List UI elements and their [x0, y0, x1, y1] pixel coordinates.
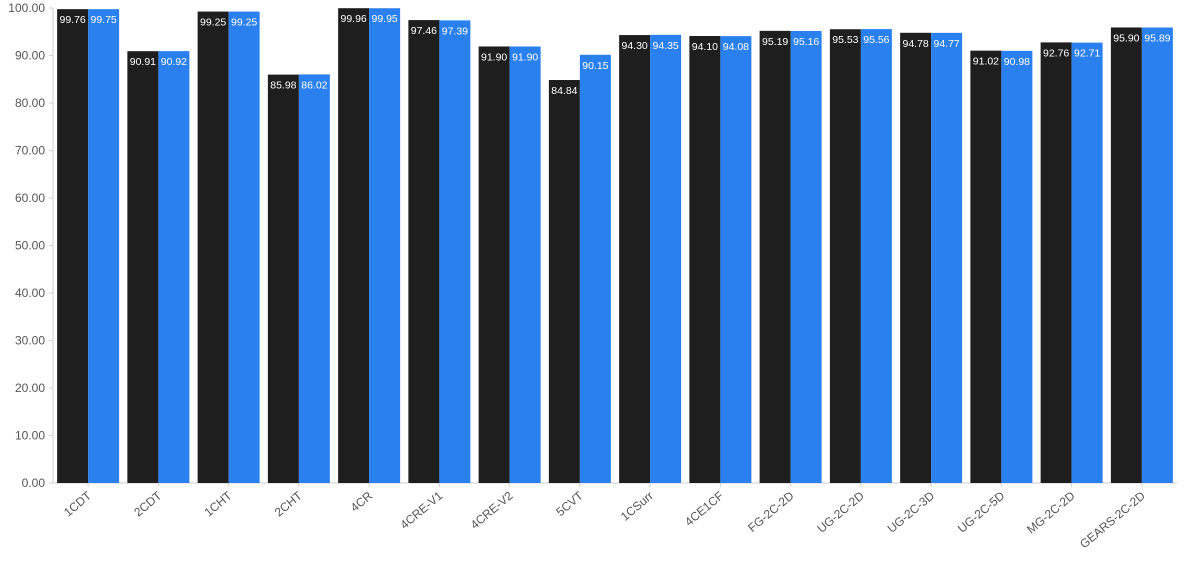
y-tick-label: 70.00 — [15, 144, 45, 158]
y-tick-label: 90.00 — [15, 49, 45, 63]
x-tick-labels: 1CDT 2CDT 1CHT 2CHT 4CR 4CRE-V1 4CRE-V2 5CVT 1CS… — [61, 488, 1148, 551]
bar-value-label: 95.56 — [863, 34, 889, 46]
bar — [829, 29, 861, 483]
x-tick-label: 4CR — [348, 488, 376, 514]
bar-value-label: 90.15 — [582, 60, 608, 72]
x-tick-label: 2CHT — [272, 488, 306, 519]
x-tick-label: UG-2C-5D — [955, 488, 1008, 535]
bar-labels: 99.76 99.75 90.91 90.92 99.25 99.25 85.98 86.02… — [59, 13, 1170, 97]
bar-value-label: 99.25 — [231, 17, 257, 29]
bar — [267, 74, 299, 483]
bar — [579, 54, 611, 483]
bar-value-label: 97.46 — [411, 25, 437, 37]
bar-value-label: 97.39 — [442, 25, 468, 37]
bar — [1001, 50, 1033, 483]
bar-value-label: 92.71 — [1074, 48, 1100, 60]
bar-value-label: 86.02 — [301, 79, 327, 91]
bar-value-label: 84.84 — [551, 85, 577, 97]
bar-value-label: 94.35 — [652, 40, 678, 52]
x-tick-label: 4CRE-V1 — [397, 488, 445, 532]
bar-value-label: 99.76 — [59, 14, 85, 26]
bar — [298, 74, 330, 483]
bar-value-label: 91.02 — [973, 56, 999, 68]
bar-value-label: 95.16 — [793, 36, 819, 48]
y-tick-label: 80.00 — [15, 96, 45, 110]
bar — [127, 51, 159, 484]
x-tick-label: 2CDT — [131, 488, 165, 519]
y-tick-label: 20.00 — [15, 381, 45, 395]
bar-value-label: 90.98 — [1004, 56, 1030, 68]
x-tick-label: 5CVT — [553, 488, 586, 519]
bar — [1071, 42, 1103, 483]
y-tick-label: 50.00 — [15, 239, 45, 253]
bar — [860, 29, 892, 484]
y-tick-label: 60.00 — [15, 191, 45, 205]
x-tick-label: FG-2C-2D — [745, 488, 797, 535]
bar — [548, 80, 580, 483]
bar — [57, 9, 89, 483]
bar-value-label: 95.89 — [1144, 33, 1170, 45]
y-tick-label: 100.00 — [8, 1, 45, 15]
bar — [439, 20, 471, 484]
y-tick-label: 30.00 — [15, 334, 45, 348]
bar — [1110, 27, 1142, 483]
bar — [931, 32, 963, 483]
y-tick-labels: 0.00 10.00 20.00 30.00 40.00 50.00 60.00 70.00 8… — [8, 1, 45, 490]
bar — [650, 34, 682, 484]
bar-value-label: 95.90 — [1113, 32, 1139, 44]
y-tick-label: 40.00 — [15, 286, 45, 300]
bar — [1040, 42, 1072, 483]
bar-value-label: 99.75 — [90, 14, 116, 26]
bar-value-label: 99.96 — [340, 13, 366, 25]
bar — [689, 36, 721, 484]
bar-value-label: 94.77 — [933, 38, 959, 50]
bar-value-label: 99.95 — [371, 13, 397, 25]
bar — [158, 51, 190, 483]
bar-value-label: 91.90 — [512, 51, 538, 63]
x-tick-label: 1CSurr — [618, 489, 656, 524]
bars — [57, 8, 1173, 484]
bar — [759, 30, 791, 483]
x-tick-label: 1CHT — [202, 488, 236, 519]
bar — [509, 46, 541, 483]
x-tick-label: MG-2C-2D — [1024, 488, 1078, 536]
bar — [790, 30, 822, 484]
x-tick-label: GEARS-2C-2D — [1077, 488, 1148, 551]
bar — [338, 8, 370, 483]
bar — [197, 11, 229, 483]
bar-value-label: 90.91 — [130, 56, 156, 68]
x-tick-label: UG-2C-3D — [885, 488, 938, 535]
bar-value-label: 95.19 — [762, 36, 788, 48]
bar-value-label: 94.08 — [723, 41, 749, 53]
bar-value-label: 94.78 — [902, 38, 928, 50]
x-tick-label: UG-2C-2D — [814, 488, 867, 535]
bar — [369, 8, 401, 484]
bar-value-label: 94.30 — [621, 40, 647, 52]
x-tick-label: 1CDT — [61, 488, 95, 519]
bar-value-label: 91.90 — [481, 51, 507, 63]
bar — [720, 36, 752, 484]
bar — [1141, 27, 1173, 484]
bar-value-label: 94.10 — [692, 41, 718, 53]
bar — [900, 32, 932, 484]
bar-value-label: 92.76 — [1043, 47, 1069, 59]
bar-value-label: 85.98 — [270, 80, 296, 92]
y-tick-label: 0.00 — [22, 476, 46, 490]
bar — [970, 50, 1002, 483]
bar-value-label: 95.53 — [832, 34, 858, 46]
bar — [478, 46, 510, 483]
bar — [408, 20, 440, 483]
bar-value-label: 99.25 — [200, 17, 226, 29]
bar — [88, 9, 120, 483]
y-tick-label: 10.00 — [15, 429, 45, 443]
bar-value-label: 90.92 — [161, 56, 187, 68]
bar — [228, 11, 260, 483]
x-tick-label: 4CE1CF — [682, 489, 726, 529]
x-tick-label: 4CRE-V2 — [468, 488, 516, 532]
bar — [619, 35, 651, 483]
